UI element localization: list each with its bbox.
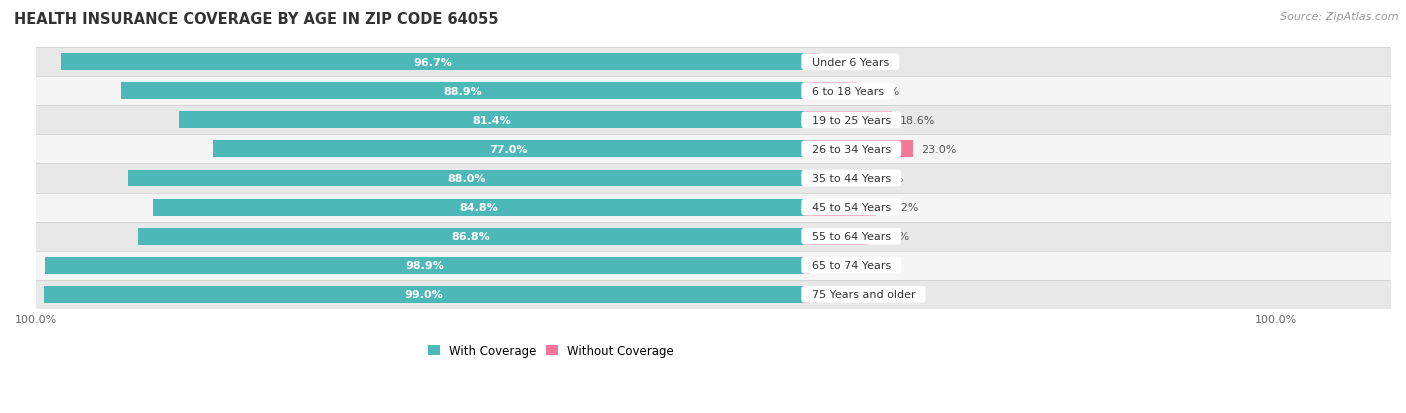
Text: 23.0%: 23.0%	[921, 145, 956, 154]
Bar	[62, 54, 804, 71]
Text: 99.0%: 99.0%	[405, 290, 444, 300]
Bar	[37, 77, 1391, 106]
Text: 19 to 25 Years: 19 to 25 Years	[804, 116, 898, 126]
Bar	[128, 170, 804, 187]
Bar	[212, 141, 804, 158]
Text: 35 to 44 Years: 35 to 44 Years	[804, 173, 898, 184]
Text: 1.0%: 1.0%	[817, 290, 845, 300]
Bar	[37, 280, 1391, 309]
Bar	[45, 257, 804, 274]
Bar	[44, 286, 804, 303]
Bar	[37, 193, 1391, 222]
Text: 81.4%: 81.4%	[472, 116, 512, 126]
Text: 55 to 64 Years: 55 to 64 Years	[804, 232, 898, 242]
Bar	[804, 257, 810, 274]
Bar	[37, 48, 1391, 77]
Bar	[804, 170, 862, 187]
Bar	[804, 112, 893, 129]
Bar	[804, 228, 868, 245]
Text: 26 to 34 Years: 26 to 34 Years	[804, 145, 898, 154]
Text: 15.2%: 15.2%	[884, 203, 920, 213]
Bar	[37, 135, 1391, 164]
Text: 86.8%: 86.8%	[451, 232, 491, 242]
Bar	[804, 141, 912, 158]
Text: 96.7%: 96.7%	[413, 57, 453, 67]
Bar	[121, 83, 804, 100]
Legend: With Coverage, Without Coverage: With Coverage, Without Coverage	[425, 341, 678, 361]
Bar	[37, 106, 1391, 135]
Text: 6 to 18 Years: 6 to 18 Years	[804, 87, 891, 97]
Text: HEALTH INSURANCE COVERAGE BY AGE IN ZIP CODE 64055: HEALTH INSURANCE COVERAGE BY AGE IN ZIP …	[14, 12, 499, 27]
Text: 98.9%: 98.9%	[405, 261, 444, 271]
Bar	[804, 54, 820, 71]
Bar	[804, 83, 858, 100]
Bar	[804, 199, 876, 216]
Text: 3.3%: 3.3%	[828, 57, 856, 67]
Text: 65 to 74 Years: 65 to 74 Years	[804, 261, 898, 271]
Bar	[37, 222, 1391, 251]
Text: 45 to 54 Years: 45 to 54 Years	[804, 203, 898, 213]
Bar	[138, 228, 804, 245]
Bar	[37, 164, 1391, 193]
Text: 88.9%: 88.9%	[444, 87, 482, 97]
Text: 88.0%: 88.0%	[447, 173, 485, 184]
Text: 1.2%: 1.2%	[818, 261, 846, 271]
Text: 75 Years and older: 75 Years and older	[804, 290, 922, 300]
Bar	[804, 286, 810, 303]
Text: 77.0%: 77.0%	[489, 145, 529, 154]
Text: Under 6 Years: Under 6 Years	[804, 57, 896, 67]
Text: Source: ZipAtlas.com: Source: ZipAtlas.com	[1281, 12, 1399, 22]
Bar	[179, 112, 804, 129]
Bar	[37, 251, 1391, 280]
Text: 18.6%: 18.6%	[900, 116, 935, 126]
Text: 84.8%: 84.8%	[460, 203, 498, 213]
Text: 13.3%: 13.3%	[875, 232, 910, 242]
Text: 11.1%: 11.1%	[865, 87, 900, 97]
Bar	[153, 199, 804, 216]
Text: 12.0%: 12.0%	[869, 173, 904, 184]
